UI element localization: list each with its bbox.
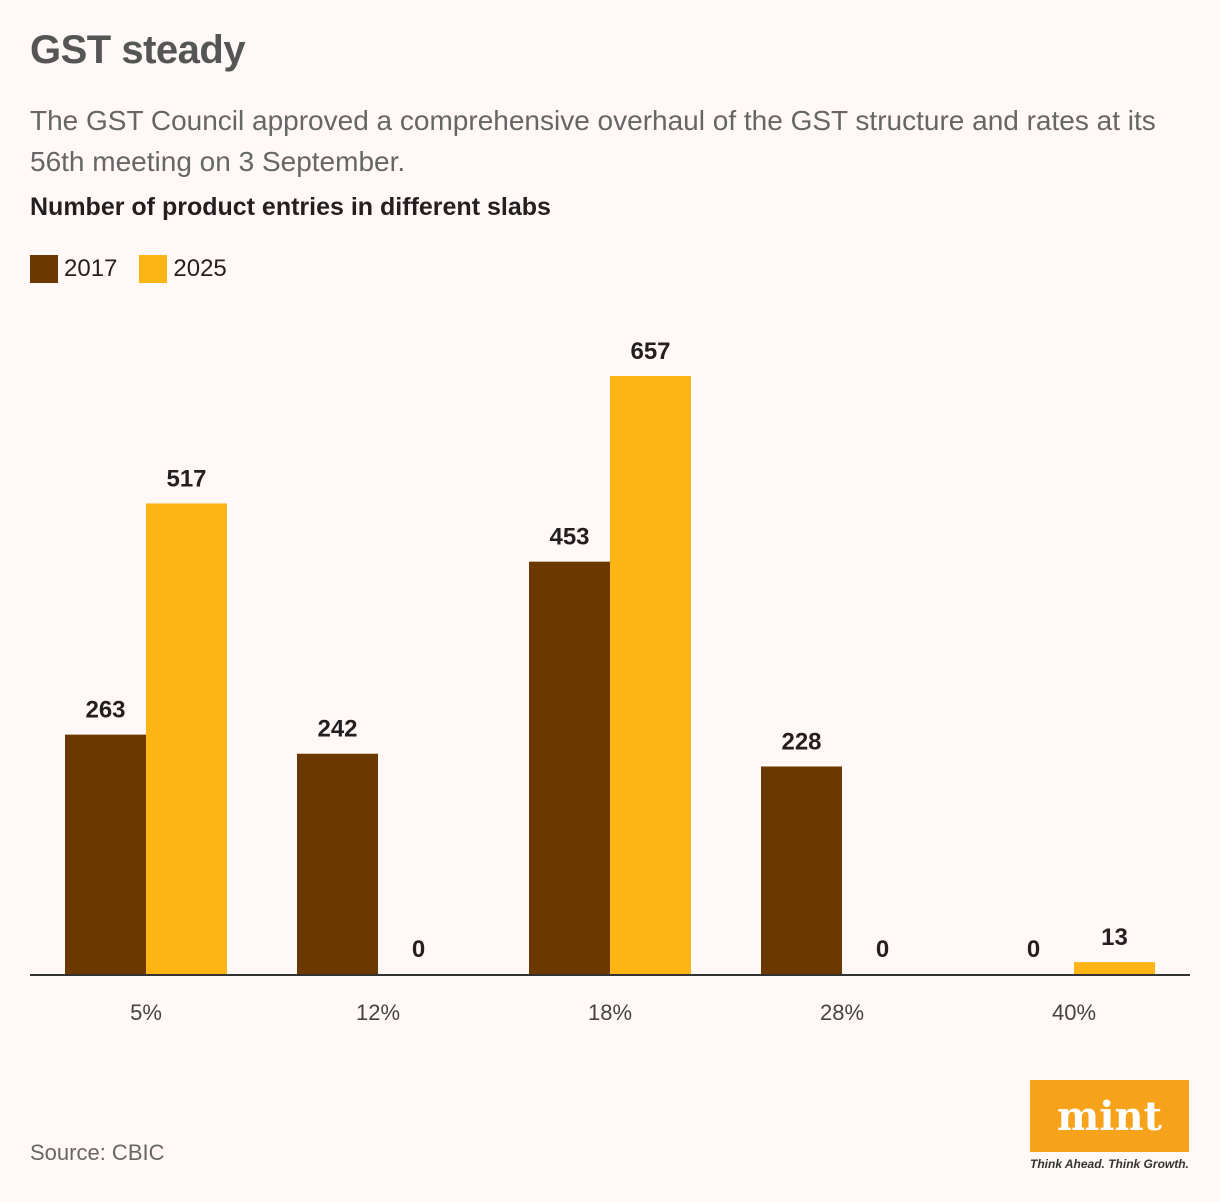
page-title: GST steady (30, 28, 246, 72)
data-label-2017-0: 263 (85, 697, 125, 724)
bar-chart: 263 517 5% 242 0 12% 453 657 18% 228 0 28% 0 13 40% (30, 338, 1190, 1025)
data-label-2025-0: 517 (166, 465, 206, 492)
bar-2017-1 (297, 753, 378, 974)
data-label-2017-4: 0 (1027, 936, 1040, 963)
x-tick-label: 5% (130, 1000, 162, 1025)
x-tick-label: 40% (1052, 1000, 1096, 1025)
x-tick-label: 28% (820, 1000, 864, 1025)
bar-2017-2 (529, 561, 610, 974)
data-label-2025-4: 13 (1101, 924, 1128, 951)
bar-2025-4 (1074, 962, 1155, 974)
legend-swatch-2025 (139, 255, 168, 283)
mint-logo: mint (1030, 1080, 1189, 1152)
data-label-2025-1: 0 (412, 936, 425, 963)
legend-item-2025: 2025 (139, 255, 227, 283)
x-tick-label: 18% (588, 1000, 632, 1025)
bar-2017-3 (761, 766, 842, 974)
bar-2017-0 (65, 734, 146, 974)
chart-title: Number of product entries in different s… (30, 193, 551, 221)
bar-2025-2 (610, 376, 691, 974)
data-label-2025-2: 657 (630, 338, 670, 365)
logo-tagline: Think Ahead. Think Growth. (1030, 1157, 1189, 1171)
legend-label-2025: 2025 (173, 255, 227, 282)
x-tick-label: 12% (356, 1000, 400, 1025)
data-label-2025-3: 0 (876, 936, 889, 963)
data-label-2017-1: 242 (317, 716, 357, 743)
data-label-2017-3: 228 (781, 728, 821, 755)
bar-2025-0 (146, 503, 227, 974)
legend-item-2017: 2017 (30, 255, 117, 283)
source-note: Source: CBIC (30, 1140, 165, 1165)
legend-label-2017: 2017 (64, 255, 118, 282)
legend: 2017 2025 (30, 255, 249, 283)
data-label-2017-2: 453 (549, 524, 589, 551)
legend-swatch-2017 (30, 255, 58, 283)
subtitle: The GST Council approved a comprehensive… (30, 105, 1156, 177)
